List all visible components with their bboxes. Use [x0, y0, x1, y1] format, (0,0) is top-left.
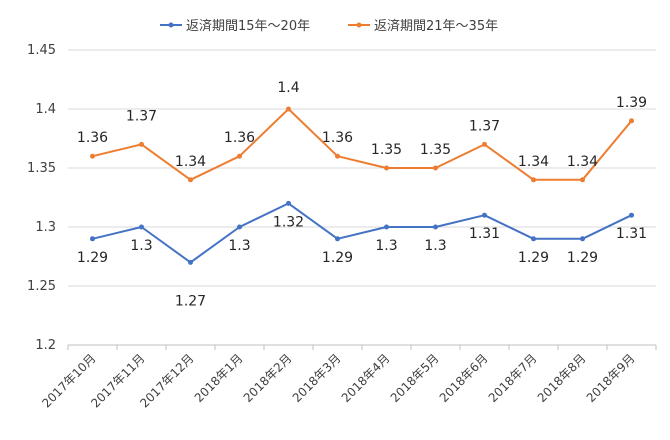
series-group [90, 106, 634, 265]
data-label: 1.29 [322, 250, 353, 266]
x-tick-label: 2018年5月 [388, 351, 442, 405]
data-point [237, 153, 242, 159]
data-point [90, 236, 95, 242]
data-label: 1.36 [77, 130, 108, 146]
data-point [629, 118, 634, 124]
data-point [286, 200, 291, 206]
data-point [433, 224, 438, 230]
y-tick-label: 1.25 [27, 279, 56, 294]
data-point [237, 224, 242, 230]
data-label: 1.39 [616, 95, 647, 111]
data-label: 1.3 [424, 238, 446, 254]
data-label: 1.37 [126, 108, 157, 124]
data-label: 1.37 [469, 118, 500, 134]
data-label: 1.35 [420, 142, 451, 158]
data-label: 1.31 [616, 226, 647, 242]
data-point [629, 212, 634, 218]
data-label: 1.3 [375, 238, 397, 254]
data-point [580, 177, 585, 183]
y-axis-ticks: 1.2 1.25 1.3 1.35 1.4 1.45 [27, 43, 56, 353]
data-label: 1.32 [273, 214, 304, 230]
data-point [188, 177, 193, 183]
data-point [384, 224, 389, 230]
data-label: 1.4 [277, 80, 299, 96]
data-label: 1.31 [469, 226, 500, 242]
x-tick-label: 2018年1月 [192, 351, 246, 405]
x-axis: 2017年10月2017年11月2017年12月2018年1月2018年2月20… [39, 345, 657, 410]
data-label: 1.3 [130, 238, 152, 254]
data-point [384, 165, 389, 171]
data-labels: 1.29 1.3 1.27 1.3 1.32 1.29 1.3 1.3 1.31 1.29 1.29… [77, 80, 647, 309]
x-tick-label: 2018年4月 [339, 351, 393, 405]
series-line [92, 108, 633, 181]
y-tick-label: 1.3 [35, 220, 56, 235]
data-point [531, 236, 536, 242]
series-line [92, 202, 632, 264]
x-tick-label: 2018年6月 [437, 351, 491, 405]
data-label: 1.34 [567, 154, 598, 170]
x-tick-label: 2018年3月 [290, 351, 344, 405]
data-point [482, 212, 487, 218]
data-label: 1.27 [175, 293, 206, 309]
x-tick-label: 2018年2月 [241, 351, 295, 405]
y-tick-label: 1.4 [35, 102, 56, 117]
data-point [335, 236, 340, 242]
data-label: 1.35 [371, 142, 402, 158]
data-label: 1.36 [322, 130, 353, 146]
x-tick-label: 2018年7月 [486, 351, 540, 405]
data-point [286, 106, 291, 112]
x-tick-label: 2018年8月 [535, 351, 589, 405]
legend: 返済期間15年～20年 返済期間21年～35年 [160, 18, 498, 34]
data-label: 1.29 [77, 250, 108, 266]
data-label: 1.29 [567, 250, 598, 266]
data-label: 1.29 [518, 250, 549, 266]
data-label: 1.34 [175, 154, 206, 170]
y-tick-label: 1.45 [27, 43, 56, 58]
data-point [531, 177, 536, 183]
legend-label: 返済期間21年～35年 [374, 18, 498, 34]
data-point [139, 224, 144, 230]
legend-marker [168, 22, 174, 28]
data-point [90, 153, 95, 159]
data-label: 1.3 [228, 238, 250, 254]
x-tick-label: 2018年9月 [584, 351, 638, 405]
data-label: 1.36 [224, 130, 255, 146]
data-label: 1.34 [518, 154, 549, 170]
legend-label: 返済期間15年～20年 [186, 18, 310, 34]
data-point [188, 259, 193, 265]
data-point [433, 165, 438, 171]
data-point [482, 141, 487, 147]
legend-marker [356, 22, 362, 28]
y-tick-label: 1.35 [27, 161, 56, 176]
data-point [335, 153, 340, 159]
gridlines [68, 49, 656, 346]
data-point [580, 236, 585, 242]
data-point [139, 141, 144, 147]
y-tick-label: 1.2 [35, 338, 56, 353]
